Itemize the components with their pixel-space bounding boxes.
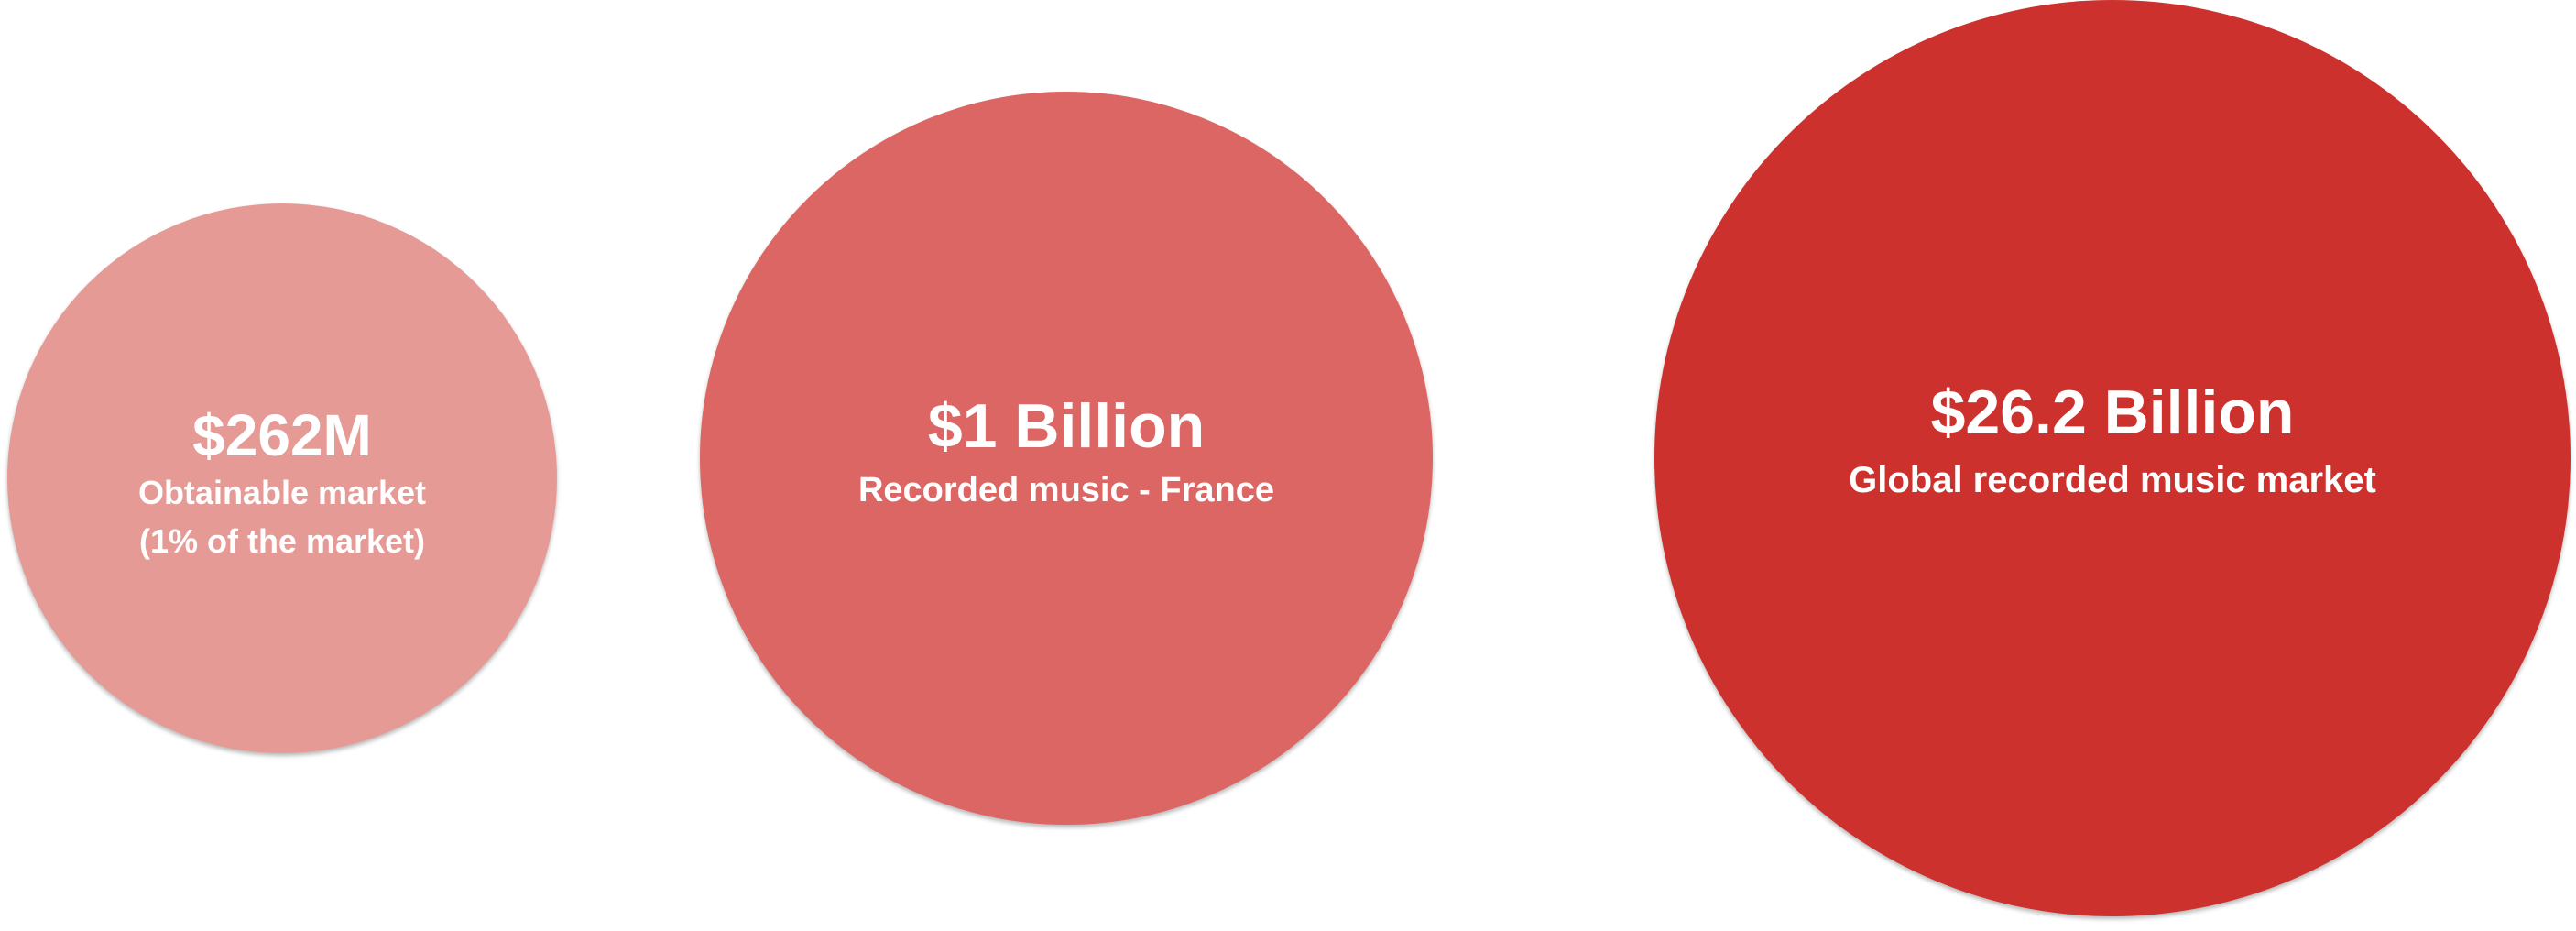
global-market-label: $26.2 Billion Global recorded music mark…: [1654, 378, 2571, 504]
global-market-caption: Global recorded music market: [1849, 460, 2376, 501]
obtainable-market-caption-line1: Obtainable market: [137, 474, 427, 512]
global-market-value: $26.2 Billion: [1930, 378, 2295, 447]
obtainable-market-caption-line2: (1% of the market): [138, 521, 426, 560]
france-market-circle: $1 Billion Recorded music - France: [700, 92, 1433, 825]
obtainable-market-circle: $262M Obtainable market (1% of the marke…: [7, 203, 557, 753]
global-market-circle: $26.2 Billion Global recorded music mark…: [1654, 0, 2571, 916]
france-market-label: $1 Billion Recorded music - France: [700, 391, 1433, 514]
france-market-caption: Recorded music - France: [857, 471, 1275, 510]
obtainable-market-value: $262M: [192, 402, 372, 468]
france-market-value: $1 Billion: [927, 391, 1206, 461]
obtainable-market-label: $262M Obtainable market (1% of the marke…: [7, 402, 557, 564]
